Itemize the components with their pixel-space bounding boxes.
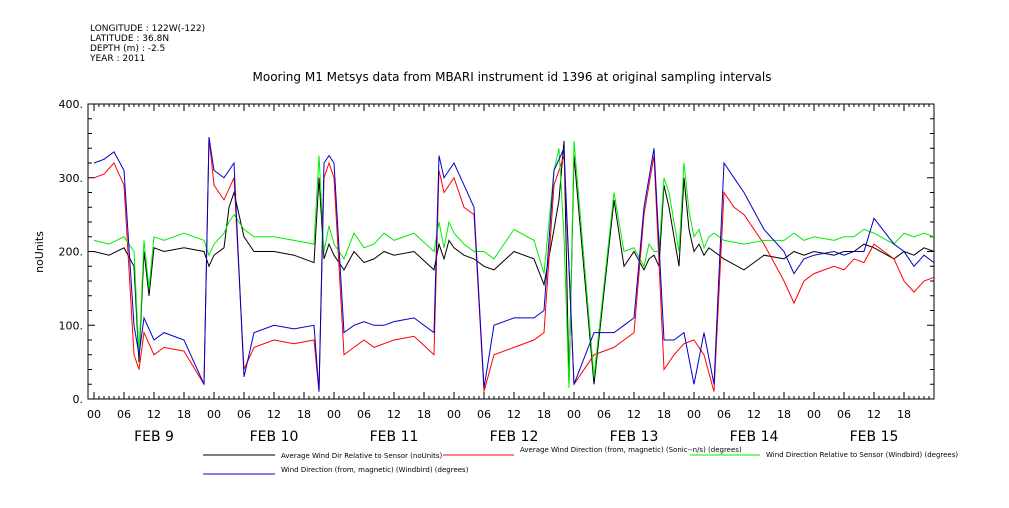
legend-label: Wind Direction (from, magnetic) (Windbir… (281, 466, 469, 474)
x-tick-label: 18 (777, 408, 791, 421)
x-tick-label: 18 (417, 408, 431, 421)
x-tick-label: 00 (87, 408, 101, 421)
meta-depth: DEPTH (m) : -2.5 (90, 44, 165, 54)
x-axis: 00 06 12 18 00 06 12 18 00 06 12 18 00 06 12 18 00 06 12 18… (87, 104, 935, 445)
x-tick-label: 06 (717, 408, 731, 421)
day-label: FEB 10 (250, 429, 299, 445)
y-tick-label: 200. (59, 246, 84, 259)
x-tick-label: 12 (387, 408, 401, 421)
y-axis-label: noUnits (33, 231, 46, 273)
x-tick-label: 18 (897, 408, 911, 421)
series-layer (93, 137, 935, 392)
x-tick-label: 00 (447, 408, 461, 421)
x-tick-label: 18 (537, 408, 551, 421)
day-label: FEB 9 (134, 429, 174, 445)
meta-latitude: LATITUDE : 36.8N (90, 34, 169, 44)
x-tick-label: 18 (297, 408, 311, 421)
day-label: FEB 13 (610, 429, 659, 445)
meta-longitude: LONGITUDE : 122W(-122) (90, 24, 205, 34)
legend-label: Average Wind Dir Relative to Sensor (noU… (281, 452, 442, 460)
day-label: FEB 14 (730, 429, 779, 445)
x-tick-label: 12 (147, 408, 161, 421)
series-line (93, 137, 935, 392)
plot-frame (87, 103, 935, 400)
day-label: FEB 11 (370, 429, 419, 445)
x-tick-label: 06 (357, 408, 371, 421)
x-tick-label: 00 (807, 408, 821, 421)
x-tick-label: 12 (627, 408, 641, 421)
x-tick-label: 12 (747, 408, 761, 421)
series-line (93, 140, 935, 385)
legend: Average Wind Dir Relative to Sensor (noU… (203, 446, 958, 475)
y-axis: 0. 100. 200. 300. 400. (59, 98, 934, 406)
day-label: FEB 15 (850, 429, 899, 445)
x-tick-label: 06 (837, 408, 851, 421)
legend-label: Wind Direction Relative to Sensor (Windb… (766, 451, 958, 459)
x-tick-label: 00 (687, 408, 701, 421)
series-line (93, 140, 935, 388)
x-tick-label: 12 (507, 408, 521, 421)
x-tick-label: 18 (657, 408, 671, 421)
y-tick-label: 400. (59, 98, 84, 111)
y-tick-label: 300. (59, 172, 84, 185)
meta-year: YEAR : 2011 (89, 54, 145, 64)
x-tick-label: 06 (597, 408, 611, 421)
x-tick-label: 00 (567, 408, 581, 421)
y-tick-label: 100. (59, 319, 84, 332)
x-tick-label: 00 (207, 408, 221, 421)
y-tick-label: 0. (73, 393, 84, 406)
legend-label: Average Wind Direction (from, magnetic) … (520, 446, 742, 454)
x-tick-label: 18 (177, 408, 191, 421)
x-tick-label: 12 (867, 408, 881, 421)
x-tick-label: 00 (327, 408, 341, 421)
chart-title: Mooring M1 Metsys data from MBARI instru… (253, 70, 772, 84)
x-tick-label: 06 (477, 408, 491, 421)
x-tick-label: 06 (117, 408, 131, 421)
x-tick-label: 12 (267, 408, 281, 421)
day-label: FEB 12 (490, 429, 539, 445)
x-tick-label: 06 (237, 408, 251, 421)
